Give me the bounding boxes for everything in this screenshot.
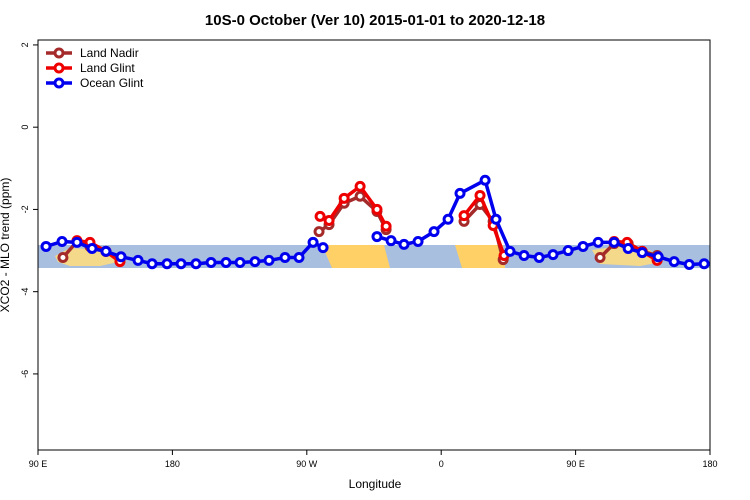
data-point	[40, 240, 52, 252]
data-point	[354, 190, 366, 202]
data-point	[371, 203, 383, 215]
x-axis-label: Longitude	[349, 477, 402, 491]
x-tick-label: 0	[439, 459, 444, 469]
data-point	[547, 249, 559, 261]
chart-title: 10S-0 October (Ver 10) 2015-01-01 to 202…	[205, 12, 545, 29]
data-point	[190, 258, 202, 270]
data-point	[533, 252, 545, 264]
data-point	[132, 254, 144, 266]
x-tick-label: 180	[165, 459, 180, 469]
legend-marker	[53, 47, 65, 59]
data-point	[562, 245, 574, 257]
y-tick-label: 0	[20, 125, 30, 130]
y-tick-label: -2	[20, 205, 30, 213]
legend-marker	[53, 77, 65, 89]
data-point	[608, 236, 620, 248]
y-tick-label: -6	[20, 370, 30, 378]
data-point	[279, 252, 291, 264]
data-point	[314, 210, 326, 222]
y-axis-label: XCO2 - MLO trend (ppm)	[0, 178, 12, 313]
data-point	[307, 236, 319, 248]
data-point	[338, 192, 350, 204]
data-point	[380, 220, 392, 232]
series-line	[76, 184, 659, 264]
data-point	[205, 256, 217, 268]
data-point	[504, 245, 516, 257]
data-point	[490, 213, 502, 225]
data-point	[474, 189, 486, 201]
data-point	[249, 256, 261, 268]
data-point	[652, 251, 664, 263]
data-point	[146, 258, 158, 270]
data-point	[385, 235, 397, 247]
x-tick-label: 90 W	[296, 459, 318, 469]
data-point	[683, 259, 695, 271]
plot-frame	[37, 39, 711, 451]
y-tick-label: -4	[20, 288, 30, 296]
legend-label: Land Nadir	[80, 46, 139, 60]
x-tick-label: 90 E	[566, 459, 585, 469]
data-point	[442, 213, 454, 225]
data-point	[398, 238, 410, 250]
data-point	[577, 240, 589, 252]
data-point	[371, 231, 383, 243]
y-tick-label: 2	[20, 42, 30, 47]
data-point	[592, 236, 604, 248]
data-point	[458, 210, 470, 222]
data-point	[323, 215, 335, 227]
legend-label: Land Glint	[80, 61, 135, 75]
data-point	[636, 247, 648, 259]
data-point	[698, 258, 710, 270]
x-tick-label: 90 E	[29, 459, 48, 469]
data-point	[161, 258, 173, 270]
data-point	[313, 226, 325, 238]
data-point	[56, 236, 68, 248]
data-point	[100, 245, 112, 257]
data-point	[115, 251, 127, 263]
data-point	[220, 256, 232, 268]
data-point	[518, 249, 530, 261]
data-point	[668, 256, 680, 268]
data-point	[454, 187, 466, 199]
data-point	[71, 236, 83, 248]
data-point	[317, 242, 329, 254]
series	[40, 174, 710, 271]
legend-marker	[53, 62, 65, 74]
x-tick-label: 180	[702, 459, 717, 469]
data-point	[263, 254, 275, 266]
data-point	[234, 256, 246, 268]
data-point	[354, 180, 366, 192]
data-point	[479, 174, 491, 186]
data-point	[86, 242, 98, 254]
legend-label: Ocean Glint	[80, 76, 144, 90]
data-point	[293, 252, 305, 264]
data-point	[594, 252, 606, 264]
data-point	[57, 252, 69, 264]
data-point	[622, 242, 634, 254]
data-point	[428, 226, 440, 238]
data-point	[412, 236, 424, 248]
data-point	[175, 258, 187, 270]
